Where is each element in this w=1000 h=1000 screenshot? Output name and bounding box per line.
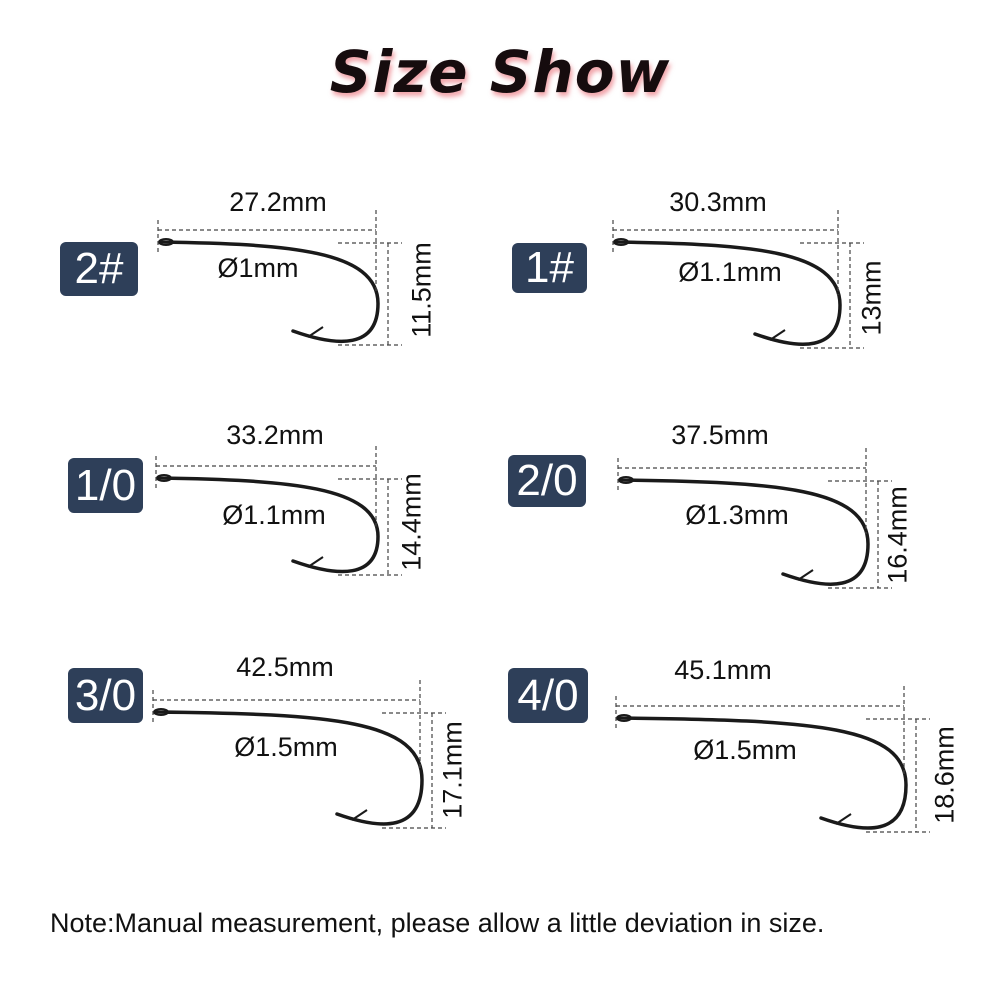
height-label: 16.4mm — [882, 486, 913, 584]
length-label: 33.2mm — [226, 420, 324, 450]
size-badge: 3/0 — [68, 668, 143, 723]
size-badge: 1/0 — [68, 458, 143, 513]
diameter-label: Ø1.5mm — [234, 732, 338, 762]
height-dimension-line-4 — [382, 712, 446, 829]
size-badge: 1# — [512, 243, 587, 293]
hook-barb-5 — [835, 813, 852, 825]
hook-eye-0 — [158, 238, 174, 246]
height-dimension-line-3 — [828, 480, 892, 589]
length-dimension-line-4 — [152, 680, 421, 770]
length-label: 45.1mm — [674, 655, 772, 685]
height-dimension-line-1 — [800, 242, 864, 349]
size-badge: 2/0 — [508, 455, 586, 507]
hook-barb-4 — [351, 809, 368, 821]
height-label: 17.1mm — [437, 721, 468, 819]
length-dimension-line-2 — [155, 446, 377, 527]
height-label: 13mm — [856, 260, 887, 336]
diameter-label: Ø1.5mm — [693, 735, 797, 765]
length-dimension-line-0 — [157, 210, 377, 294]
hook-eye-4 — [153, 708, 169, 716]
page-title: Size Show — [329, 38, 671, 106]
length-dimension-line-3 — [617, 448, 867, 534]
hook-4 — [153, 710, 424, 826]
hook-eye-2 — [156, 474, 172, 482]
size-badge: 4/0 — [508, 668, 588, 723]
diameter-label: Ø1.1mm — [222, 500, 326, 530]
hook-1 — [613, 240, 842, 346]
length-label: 42.5mm — [236, 652, 334, 682]
hook-barb-2 — [307, 556, 324, 568]
length-label: 30.3mm — [669, 187, 767, 217]
length-dimension-line-1 — [612, 210, 839, 295]
height-dimension-line-5 — [866, 718, 930, 833]
hook-barb-3 — [797, 569, 814, 581]
size-badge: 2# — [60, 242, 138, 296]
measurement-note: Note:Manual measurement, please allow a … — [50, 908, 825, 938]
height-dimension-line-0 — [338, 242, 402, 346]
hook-eye-3 — [618, 476, 634, 484]
height-label: 18.6mm — [929, 726, 960, 824]
height-label: 11.5mm — [406, 242, 437, 338]
length-label: 37.5mm — [671, 420, 769, 450]
hook-barb-1 — [769, 329, 786, 341]
length-dimension-line-5 — [615, 686, 905, 775]
height-dimension-line-2 — [338, 478, 402, 576]
height-label: 14.4mm — [396, 473, 427, 571]
diameter-label: Ø1.1mm — [678, 257, 782, 287]
hook-eye-5 — [616, 714, 632, 722]
hook-barb-0 — [307, 326, 324, 338]
diameter-label: Ø1.3mm — [685, 500, 789, 530]
hook-3 — [618, 478, 870, 586]
hook-eye-1 — [613, 238, 629, 246]
diameter-label: Ø1mm — [217, 253, 299, 283]
hook-5 — [616, 716, 908, 830]
length-label: 27.2mm — [229, 187, 327, 217]
